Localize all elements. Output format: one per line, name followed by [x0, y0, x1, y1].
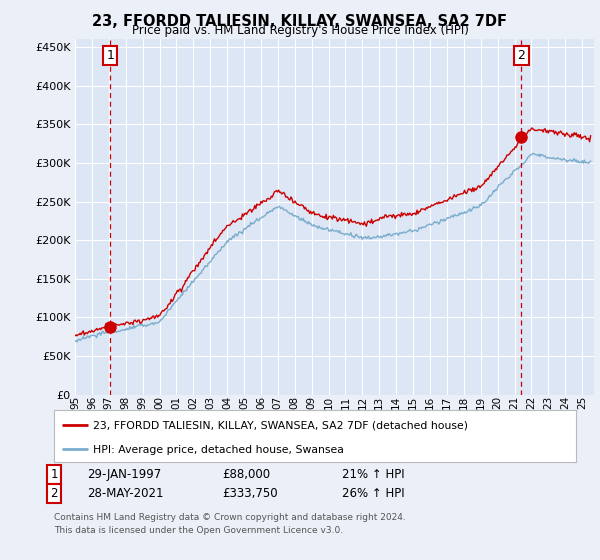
Text: 1: 1 — [50, 468, 58, 481]
Text: 23, FFORDD TALIESIN, KILLAY, SWANSEA, SA2 7DF: 23, FFORDD TALIESIN, KILLAY, SWANSEA, SA… — [92, 14, 508, 29]
Text: 26% ↑ HPI: 26% ↑ HPI — [342, 487, 404, 501]
Text: Contains HM Land Registry data © Crown copyright and database right 2024.: Contains HM Land Registry data © Crown c… — [54, 514, 406, 522]
Text: 29-JAN-1997: 29-JAN-1997 — [87, 468, 161, 481]
Text: 2: 2 — [518, 49, 526, 62]
Text: £88,000: £88,000 — [222, 468, 270, 481]
Text: Price paid vs. HM Land Registry's House Price Index (HPI): Price paid vs. HM Land Registry's House … — [131, 24, 469, 37]
Text: 28-MAY-2021: 28-MAY-2021 — [87, 487, 163, 501]
Text: £333,750: £333,750 — [222, 487, 278, 501]
Text: This data is licensed under the Open Government Licence v3.0.: This data is licensed under the Open Gov… — [54, 526, 343, 535]
Text: 1: 1 — [106, 49, 114, 62]
Text: HPI: Average price, detached house, Swansea: HPI: Average price, detached house, Swan… — [93, 445, 344, 455]
Text: 23, FFORDD TALIESIN, KILLAY, SWANSEA, SA2 7DF (detached house): 23, FFORDD TALIESIN, KILLAY, SWANSEA, SA… — [93, 421, 468, 431]
Text: 21% ↑ HPI: 21% ↑ HPI — [342, 468, 404, 481]
Text: 2: 2 — [50, 487, 58, 501]
